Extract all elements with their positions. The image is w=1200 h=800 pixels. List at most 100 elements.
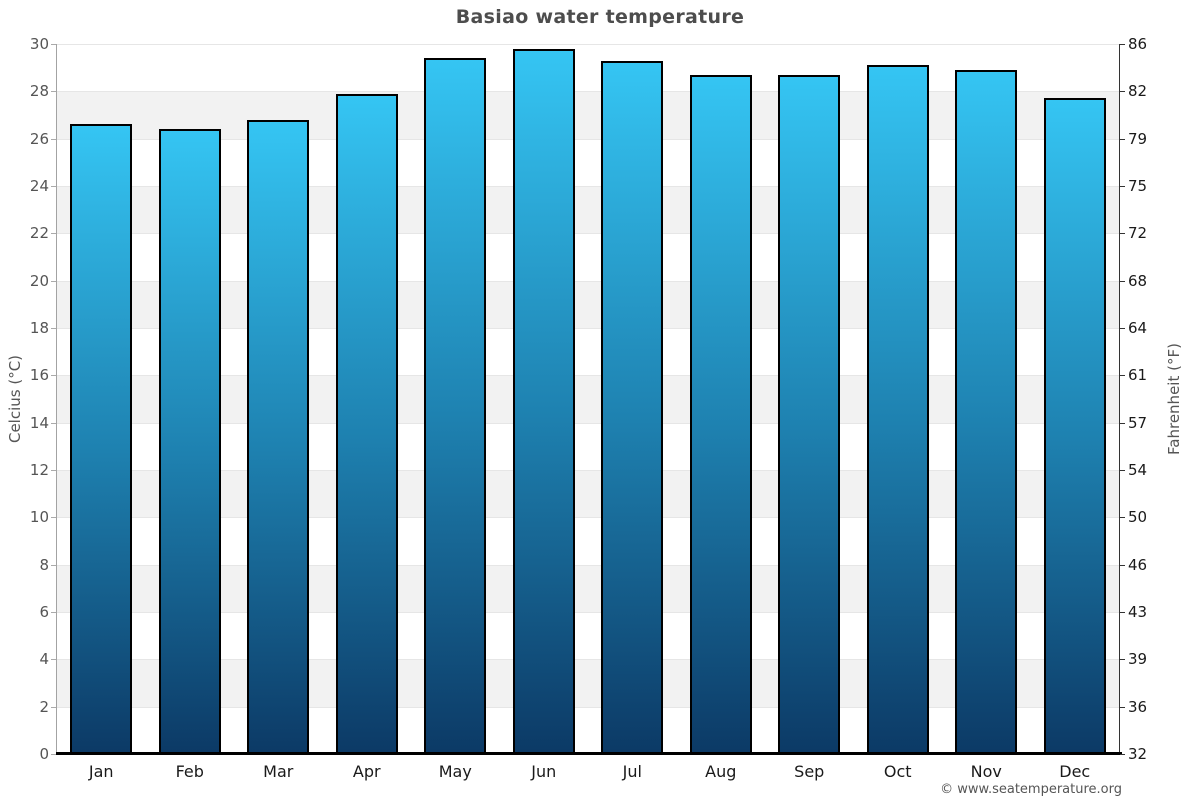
month-label-jan: Jan [88,762,114,781]
x-axis-line [56,752,1122,755]
plot-band-22-24 [57,186,1119,234]
celsius-tickmark-24 [51,186,56,187]
month-label-sep: Sep [794,762,825,781]
fahrenheit-tick-68: 68 [1128,271,1148,290]
fahrenheit-tick-36: 36 [1128,697,1148,716]
fahrenheit-tickmark-50 [1120,517,1125,519]
fahrenheit-tickmark-64 [1120,328,1125,329]
gridline-6 [57,612,1119,613]
gridline-2 [57,706,1119,708]
celsius-tickmark-8 [51,564,56,566]
gridline-18 [57,328,1119,329]
bar-jul [601,60,664,754]
bar-feb [158,129,221,754]
gridline-4 [57,659,1119,661]
month-label-oct: Oct [883,762,912,781]
fahrenheit-axis-title: Fahrenheit (°F) [1165,343,1183,455]
gridline-8 [57,564,1119,566]
celsius-tick-26: 26 [29,129,49,148]
celsius-tickmark-22 [51,233,56,235]
plot-band-6-8 [57,564,1119,612]
bar-nov [955,70,1018,754]
month-label-may: May [438,762,472,781]
month-label-aug: Aug [705,762,737,781]
fahrenheit-tickmark-86 [1120,44,1125,45]
fahrenheit-tick-86: 86 [1128,35,1148,53]
month-label-apr: Apr [352,762,381,781]
fahrenheit-tickmark-79 [1120,138,1125,140]
fahrenheit-tickmark-61 [1120,375,1125,377]
chart-title: Basiao water temperature [455,6,745,28]
celsius-tickmark-4 [51,659,56,661]
fahrenheit-tickmark-46 [1120,564,1125,566]
month-label-dec: Dec [1059,762,1091,781]
celsius-tickmark-30 [51,44,56,45]
bar-apr [335,93,398,754]
celsius-axis-line [56,44,57,754]
month-label-nov: Nov [970,762,1002,781]
celsius-tick-30: 30 [29,35,49,53]
plot-band-2-4 [57,659,1119,707]
fahrenheit-tick-61: 61 [1128,366,1148,385]
gridline-10 [57,517,1119,519]
celsius-tick-22: 22 [29,224,49,243]
gridline-30 [57,44,1119,45]
celsius-tickmark-6 [51,612,56,613]
month-label-feb: Feb [175,762,204,781]
fahrenheit-tick-82: 82 [1128,82,1148,101]
fahrenheit-tickmark-75 [1120,186,1125,187]
month-label-mar: Mar [263,762,294,781]
celsius-tickmark-18 [51,328,56,329]
fahrenheit-tick-64: 64 [1128,319,1148,337]
celsius-tickmark-2 [51,706,56,708]
celsius-tick-8: 8 [39,555,49,574]
fahrenheit-axis-line [1119,44,1120,754]
celsius-tick-20: 20 [29,271,49,290]
fahrenheit-tick-39: 39 [1128,650,1148,669]
celsius-tickmark-28 [51,91,56,93]
fahrenheit-tickmark-57 [1120,422,1125,424]
fahrenheit-tick-43: 43 [1128,603,1148,621]
bar-may [424,58,487,754]
celsius-tickmark-0 [51,754,56,755]
fahrenheit-tickmark-82 [1120,91,1125,93]
month-label-jun: Jun [531,762,557,781]
bar-sep [778,74,841,754]
gridline-26 [57,138,1119,140]
celsius-axis-title: Celcius (°C) [6,354,24,444]
fahrenheit-tick-54: 54 [1128,461,1148,479]
celsius-tickmark-26 [51,138,56,140]
fahrenheit-tick-57: 57 [1128,413,1148,432]
fahrenheit-tick-32: 32 [1128,745,1148,763]
celsius-tickmark-10 [51,517,56,519]
gridline-14 [57,422,1119,424]
fahrenheit-tick-50: 50 [1128,508,1148,527]
plot-band-14-16 [57,375,1119,423]
celsius-tick-4: 4 [39,650,49,669]
fahrenheit-tickmark-32 [1120,754,1125,755]
bar-jun [512,48,575,754]
month-label-jul: Jul [622,762,642,781]
plot-band-26-28 [57,91,1119,139]
fahrenheit-tick-75: 75 [1128,177,1148,195]
celsius-tick-28: 28 [29,82,49,101]
celsius-tick-6: 6 [39,603,49,621]
celsius-tick-18: 18 [29,319,49,337]
celsius-tick-12: 12 [29,461,49,479]
fahrenheit-tickmark-72 [1120,233,1125,235]
fahrenheit-tick-46: 46 [1128,555,1148,574]
gridline-20 [57,280,1119,282]
celsius-tick-14: 14 [29,413,49,432]
fahrenheit-tickmark-54 [1120,470,1125,471]
gridline-22 [57,233,1119,235]
celsius-tick-16: 16 [29,366,49,385]
gridline-16 [57,375,1119,377]
bar-dec [1043,98,1106,754]
gridline-24 [57,186,1119,187]
gridline-28 [57,91,1119,93]
plot-band-10-12 [57,470,1119,518]
plot-band-18-20 [57,280,1119,328]
celsius-tick-0: 0 [39,745,49,763]
fahrenheit-tickmark-39 [1120,659,1125,661]
